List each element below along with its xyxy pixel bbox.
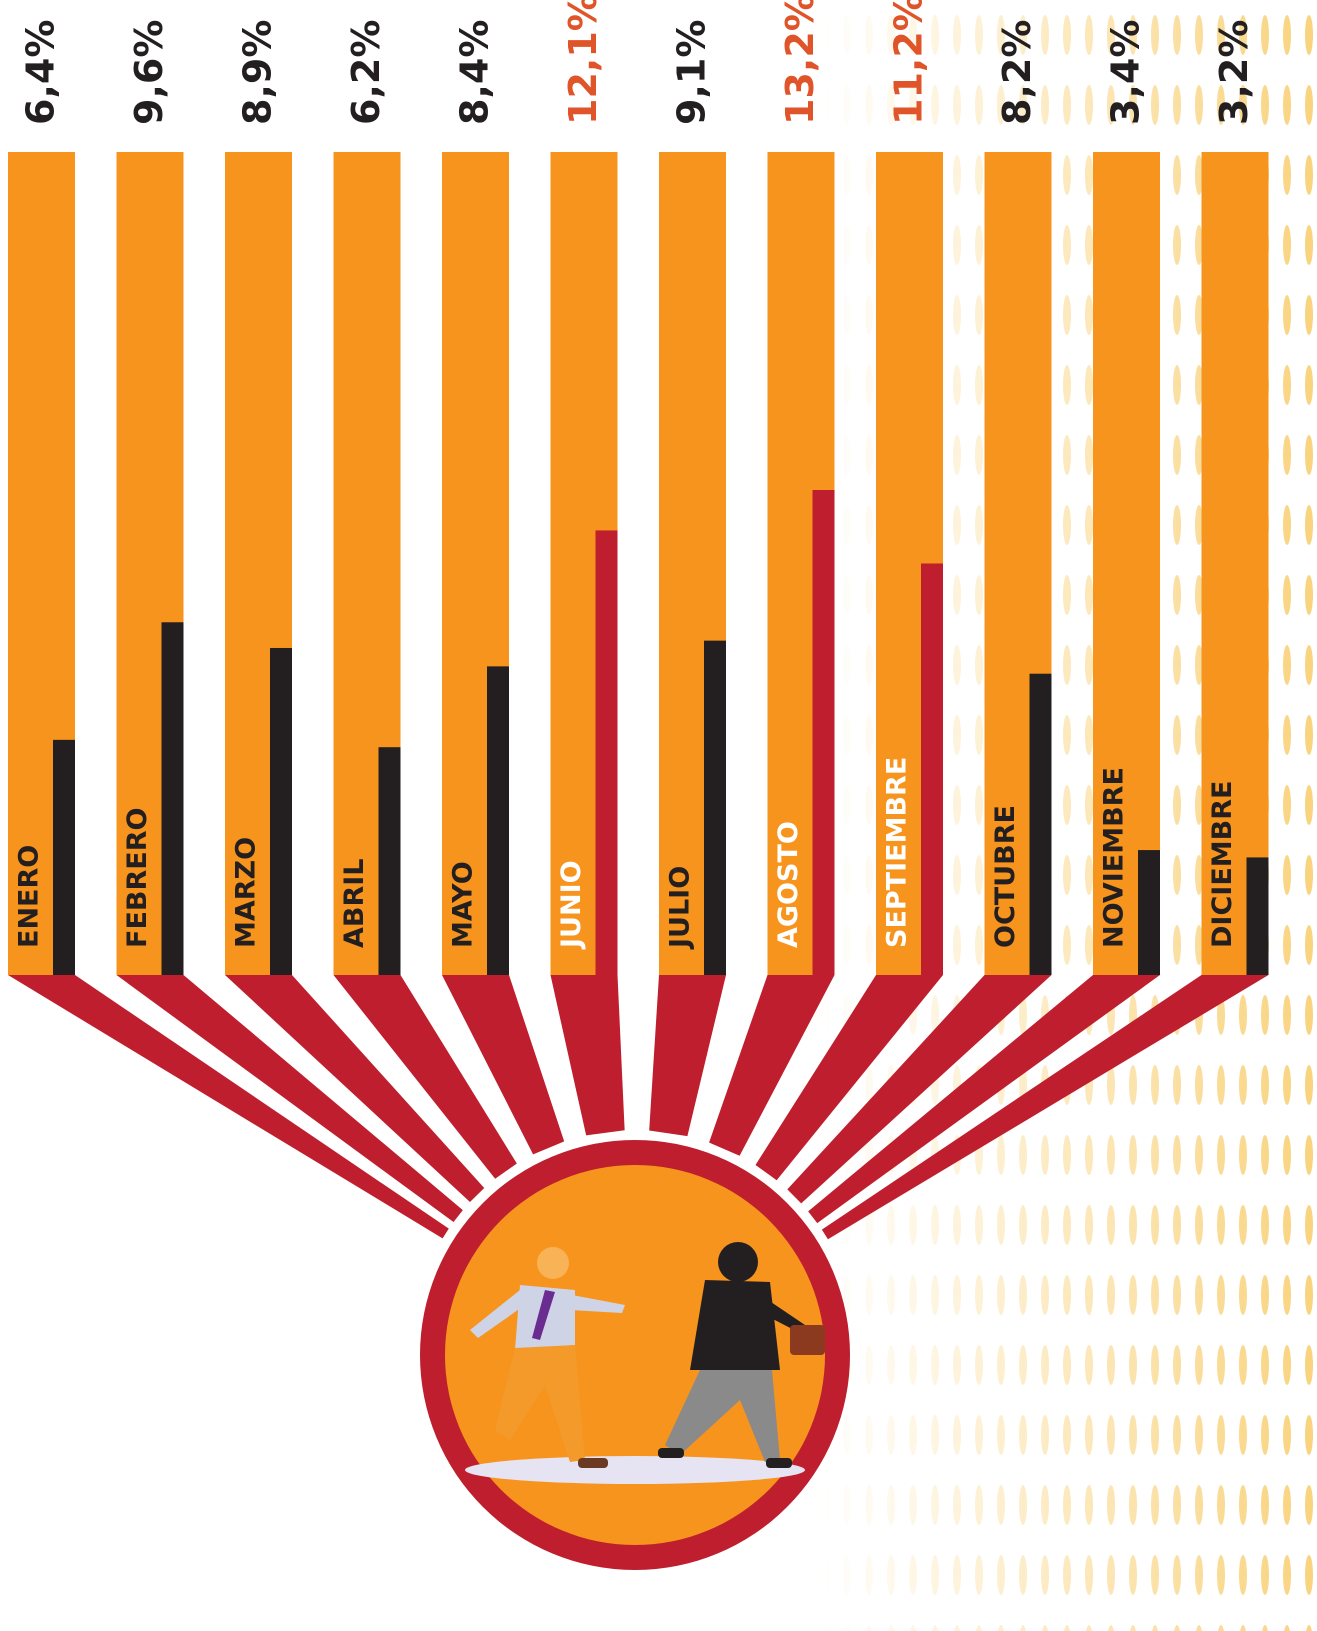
category-label: AGOSTO — [773, 821, 804, 948]
value-label: 11,2% — [887, 0, 931, 125]
bar — [1029, 673, 1052, 975]
fan-ray — [787, 975, 1052, 1204]
fan-ray — [225, 975, 485, 1203]
fan-ray — [821, 975, 1269, 1240]
bars: 6,4% ENERO 9,6% FEBRERO 8,9% MARZO 6,2% ABRIL 8,… — [8, 0, 1269, 975]
category-label: FEBRERO — [122, 808, 153, 948]
category-label: SEPTIEMBRE — [882, 757, 913, 948]
value-label: 8,2% — [995, 20, 1039, 125]
illustration — [420, 1140, 850, 1570]
category-label: JULIO — [665, 866, 696, 950]
category-label: DICIEMBRE — [1207, 781, 1238, 948]
bar — [704, 640, 726, 975]
value-label: 6,4% — [19, 20, 63, 125]
fan-ray — [808, 975, 1160, 1224]
fan — [8, 975, 1269, 1240]
value-label: 8,4% — [453, 20, 497, 125]
fan-ray — [442, 975, 565, 1155]
category-label: MAYO — [448, 861, 479, 948]
value-label: 9,6% — [127, 20, 171, 125]
fan-ray — [116, 975, 463, 1222]
bar — [1138, 850, 1160, 975]
category-label: ENERO — [14, 845, 45, 948]
fan-ray — [550, 975, 625, 1136]
category-label: ABRIL — [339, 858, 370, 948]
bar — [270, 647, 292, 975]
category-label: NOVIEMBRE — [1099, 767, 1130, 948]
bar — [1246, 857, 1269, 975]
value-label: 3,4% — [1104, 20, 1148, 125]
fan-ray — [755, 975, 943, 1181]
bar — [378, 747, 401, 975]
bar — [595, 530, 618, 975]
fan-ray — [8, 975, 449, 1239]
value-label: 3,2% — [1212, 20, 1256, 125]
bar — [53, 739, 75, 975]
fan-ray — [649, 975, 726, 1137]
fan-ray — [333, 975, 517, 1179]
bar — [161, 622, 184, 975]
value-label: 13,2% — [778, 0, 822, 125]
category-label: OCTUBRE — [990, 805, 1021, 948]
bar — [812, 490, 835, 975]
fan-ray — [709, 975, 835, 1156]
column — [1201, 152, 1269, 975]
value-label: 8,9% — [236, 20, 280, 125]
column — [1093, 152, 1160, 975]
value-label: 12,1% — [561, 0, 605, 125]
value-label: 9,1% — [670, 20, 714, 125]
value-label: 6,2% — [344, 20, 388, 125]
bar — [921, 563, 943, 975]
category-label: JUNIO — [556, 860, 587, 950]
bar — [487, 666, 509, 975]
category-label: MARZO — [231, 837, 262, 948]
